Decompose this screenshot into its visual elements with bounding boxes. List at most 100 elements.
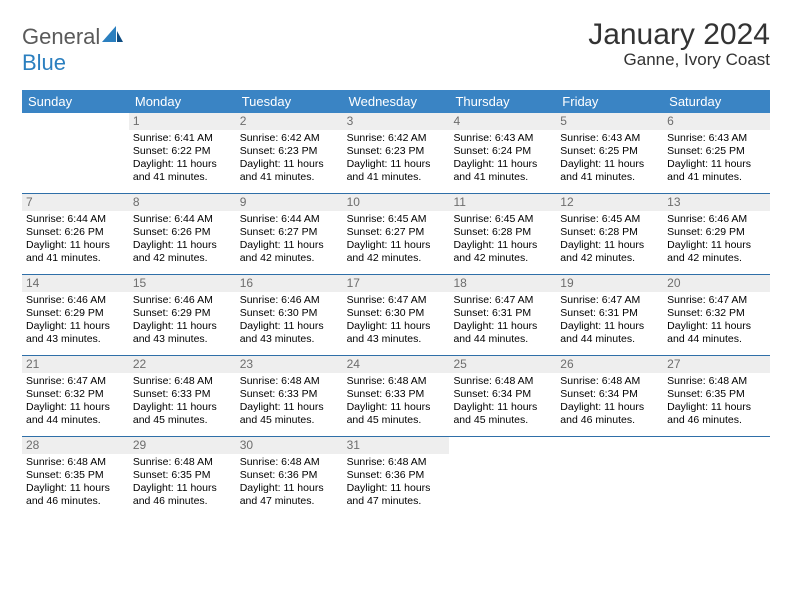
day-cell: 18Sunrise: 6:47 AMSunset: 6:31 PMDayligh… (449, 275, 556, 355)
daylight-text: Daylight: 11 hours and 46 minutes. (133, 482, 232, 508)
daylight-text: Daylight: 11 hours and 41 minutes. (26, 239, 125, 265)
sunset-text: Sunset: 6:33 PM (347, 388, 446, 401)
logo-blue: Blue (22, 50, 66, 75)
day-number: 31 (343, 437, 450, 454)
daylight-text: Daylight: 11 hours and 44 minutes. (26, 401, 125, 427)
daylight-text: Daylight: 11 hours and 44 minutes. (560, 320, 659, 346)
day-cell (663, 437, 770, 517)
day-number: 23 (236, 356, 343, 373)
week-row: 1Sunrise: 6:41 AMSunset: 6:22 PMDaylight… (22, 113, 770, 194)
day-number: 29 (129, 437, 236, 454)
day-cell: 1Sunrise: 6:41 AMSunset: 6:22 PMDaylight… (129, 113, 236, 193)
sunrise-text: Sunrise: 6:47 AM (347, 294, 446, 307)
sunset-text: Sunset: 6:34 PM (560, 388, 659, 401)
sunrise-text: Sunrise: 6:48 AM (560, 375, 659, 388)
day-number: 13 (663, 194, 770, 211)
sunrise-text: Sunrise: 6:43 AM (453, 132, 552, 145)
day-cell: 19Sunrise: 6:47 AMSunset: 6:31 PMDayligh… (556, 275, 663, 355)
daylight-text: Daylight: 11 hours and 46 minutes. (667, 401, 766, 427)
sunset-text: Sunset: 6:27 PM (347, 226, 446, 239)
sunrise-text: Sunrise: 6:44 AM (26, 213, 125, 226)
day-cell (556, 437, 663, 517)
day-cell (449, 437, 556, 517)
sunset-text: Sunset: 6:29 PM (667, 226, 766, 239)
sunrise-text: Sunrise: 6:46 AM (26, 294, 125, 307)
day-number: 4 (449, 113, 556, 130)
sunrise-text: Sunrise: 6:48 AM (667, 375, 766, 388)
day-number: 12 (556, 194, 663, 211)
day-cell: 30Sunrise: 6:48 AMSunset: 6:36 PMDayligh… (236, 437, 343, 517)
sunrise-text: Sunrise: 6:47 AM (667, 294, 766, 307)
day-number: 7 (22, 194, 129, 211)
sunset-text: Sunset: 6:33 PM (240, 388, 339, 401)
day-cell: 24Sunrise: 6:48 AMSunset: 6:33 PMDayligh… (343, 356, 450, 436)
daylight-text: Daylight: 11 hours and 44 minutes. (667, 320, 766, 346)
sunset-text: Sunset: 6:28 PM (560, 226, 659, 239)
day-number: 5 (556, 113, 663, 130)
daylight-text: Daylight: 11 hours and 41 minutes. (133, 158, 232, 184)
sunset-text: Sunset: 6:35 PM (667, 388, 766, 401)
daylight-text: Daylight: 11 hours and 42 minutes. (453, 239, 552, 265)
sunrise-text: Sunrise: 6:48 AM (453, 375, 552, 388)
day-number: 17 (343, 275, 450, 292)
calendar: Sunday Monday Tuesday Wednesday Thursday… (22, 90, 770, 517)
sunset-text: Sunset: 6:31 PM (453, 307, 552, 320)
day-number: 25 (449, 356, 556, 373)
sunset-text: Sunset: 6:24 PM (453, 145, 552, 158)
day-cell: 23Sunrise: 6:48 AMSunset: 6:33 PMDayligh… (236, 356, 343, 436)
sunrise-text: Sunrise: 6:43 AM (667, 132, 766, 145)
day-number: 22 (129, 356, 236, 373)
day-header: Wednesday (343, 90, 450, 113)
day-cell: 12Sunrise: 6:45 AMSunset: 6:28 PMDayligh… (556, 194, 663, 274)
day-cell: 9Sunrise: 6:44 AMSunset: 6:27 PMDaylight… (236, 194, 343, 274)
day-cell: 25Sunrise: 6:48 AMSunset: 6:34 PMDayligh… (449, 356, 556, 436)
day-cell: 22Sunrise: 6:48 AMSunset: 6:33 PMDayligh… (129, 356, 236, 436)
week-row: 7Sunrise: 6:44 AMSunset: 6:26 PMDaylight… (22, 194, 770, 275)
title-block: January 2024 Ganne, Ivory Coast (588, 18, 770, 70)
daylight-text: Daylight: 11 hours and 41 minutes. (347, 158, 446, 184)
day-number: 11 (449, 194, 556, 211)
logo-sail-icon (102, 24, 124, 50)
daylight-text: Daylight: 11 hours and 41 minutes. (560, 158, 659, 184)
day-number: 3 (343, 113, 450, 130)
day-number: 30 (236, 437, 343, 454)
day-cell: 16Sunrise: 6:46 AMSunset: 6:30 PMDayligh… (236, 275, 343, 355)
daylight-text: Daylight: 11 hours and 46 minutes. (560, 401, 659, 427)
day-cell: 21Sunrise: 6:47 AMSunset: 6:32 PMDayligh… (22, 356, 129, 436)
daylight-text: Daylight: 11 hours and 42 minutes. (133, 239, 232, 265)
day-number: 15 (129, 275, 236, 292)
daylight-text: Daylight: 11 hours and 42 minutes. (667, 239, 766, 265)
sunset-text: Sunset: 6:34 PM (453, 388, 552, 401)
month-title: January 2024 (588, 18, 770, 52)
sunset-text: Sunset: 6:31 PM (560, 307, 659, 320)
sunrise-text: Sunrise: 6:43 AM (560, 132, 659, 145)
day-cell: 17Sunrise: 6:47 AMSunset: 6:30 PMDayligh… (343, 275, 450, 355)
day-header: Saturday (663, 90, 770, 113)
sunset-text: Sunset: 6:22 PM (133, 145, 232, 158)
sunset-text: Sunset: 6:33 PM (133, 388, 232, 401)
daylight-text: Daylight: 11 hours and 43 minutes. (26, 320, 125, 346)
daylight-text: Daylight: 11 hours and 42 minutes. (560, 239, 659, 265)
day-number: 1 (129, 113, 236, 130)
sunrise-text: Sunrise: 6:42 AM (347, 132, 446, 145)
week-row: 21Sunrise: 6:47 AMSunset: 6:32 PMDayligh… (22, 356, 770, 437)
day-cell: 6Sunrise: 6:43 AMSunset: 6:25 PMDaylight… (663, 113, 770, 193)
sunset-text: Sunset: 6:25 PM (667, 145, 766, 158)
day-cell: 4 Sunrise: 6:43 AMSunset: 6:24 PMDaylight… (449, 113, 556, 193)
sunrise-text: Sunrise: 6:46 AM (667, 213, 766, 226)
sunrise-text: Sunrise: 6:44 AM (133, 213, 232, 226)
day-header: Friday (556, 90, 663, 113)
day-header: Monday (129, 90, 236, 113)
day-cell: 7Sunrise: 6:44 AMSunset: 6:26 PMDaylight… (22, 194, 129, 274)
sunrise-text: Sunrise: 6:48 AM (240, 375, 339, 388)
week-row: 28Sunrise: 6:48 AMSunset: 6:35 PMDayligh… (22, 437, 770, 517)
sunrise-text: Sunrise: 6:47 AM (453, 294, 552, 307)
day-number: 27 (663, 356, 770, 373)
daylight-text: Daylight: 11 hours and 41 minutes. (453, 158, 552, 184)
sunset-text: Sunset: 6:23 PM (240, 145, 339, 158)
day-number: 16 (236, 275, 343, 292)
sunset-text: Sunset: 6:27 PM (240, 226, 339, 239)
daylight-text: Daylight: 11 hours and 43 minutes. (347, 320, 446, 346)
daylight-text: Daylight: 11 hours and 45 minutes. (133, 401, 232, 427)
sunrise-text: Sunrise: 6:46 AM (133, 294, 232, 307)
